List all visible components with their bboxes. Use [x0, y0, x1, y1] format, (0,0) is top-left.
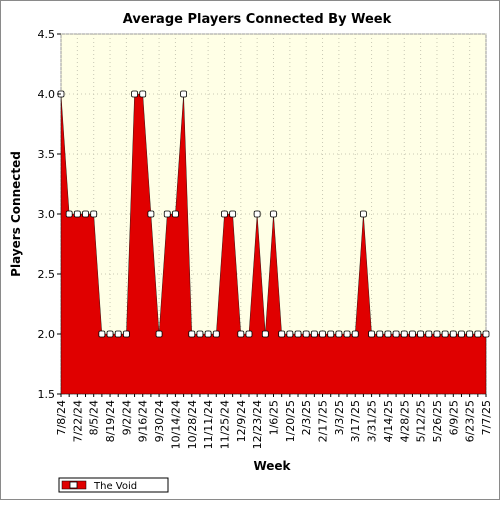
data-point: [172, 210, 179, 218]
y-axis-label: Players Connected: [9, 151, 23, 277]
y-tick-label: 3.5: [38, 148, 56, 161]
data-point: [441, 330, 449, 338]
x-ticks: 7/8/24 7/22/24 8/5/24 8/19/24 9/2/24 9/16/24 9…: [55, 394, 493, 449]
data-point: [417, 330, 425, 338]
x-tick-label: 7/8/24: [55, 400, 68, 435]
data-point: [286, 330, 294, 338]
data-point: [147, 210, 155, 218]
data-point: [433, 330, 441, 338]
data-point: [310, 330, 318, 338]
x-tick-label: 9/30/24: [153, 400, 166, 442]
x-tick-label: 4/28/25: [398, 400, 411, 442]
x-tick-label: 8/19/24: [104, 400, 117, 442]
data-point: [458, 330, 465, 338]
data-point: [122, 330, 130, 338]
data-point: [139, 90, 147, 98]
data-point: [400, 330, 408, 338]
x-axis-label: Week: [253, 459, 291, 473]
y-tick-label: 1.5: [38, 388, 56, 401]
data-point: [188, 330, 196, 338]
data-point: [73, 210, 81, 218]
data-point: [409, 330, 416, 338]
data-point: [245, 330, 253, 338]
x-tick-label: 2/3/25: [300, 400, 313, 435]
data-point: [294, 330, 302, 338]
data-point: [351, 330, 359, 338]
x-tick-label: 8/5/24: [88, 400, 101, 435]
legend-marker: [69, 481, 78, 489]
data-point: [482, 330, 490, 338]
data-point: [392, 330, 400, 338]
chart-title: Average Players Connected By Week: [123, 12, 392, 27]
x-tick-label: 3/3/25: [333, 400, 346, 435]
y-ticks: 1.5 2.0 2.5 3.0 3.5 4.0 4.5: [38, 28, 61, 401]
series-markers: [57, 90, 490, 338]
x-tick-label: 5/12/25: [415, 400, 428, 442]
data-point: [131, 90, 138, 98]
y-tick-label: 2.5: [38, 268, 56, 281]
data-point: [335, 330, 343, 338]
data-point: [384, 330, 392, 338]
x-tick-label: 1/20/25: [284, 400, 297, 442]
y-tick-label: 4.0: [38, 88, 56, 101]
data-point: [368, 330, 375, 338]
data-point: [360, 210, 367, 218]
data-point: [229, 210, 237, 218]
data-point: [106, 330, 114, 338]
data-point: [302, 330, 310, 338]
data-point: [449, 330, 457, 338]
data-point: [425, 330, 433, 338]
x-tick-label: 11/11/24: [202, 400, 215, 449]
data-point: [114, 330, 122, 338]
x-tick-label: 6/23/25: [464, 400, 477, 442]
data-point: [90, 210, 98, 218]
y-tick-label: 2.0: [38, 328, 56, 341]
data-point: [196, 330, 204, 338]
x-tick-label: 10/14/24: [169, 400, 182, 449]
data-point: [221, 210, 228, 218]
data-point: [278, 330, 286, 338]
data-point: [163, 210, 171, 218]
x-tick-label: 3/17/25: [349, 400, 362, 442]
legend: The Void: [58, 477, 169, 493]
data-point: [319, 330, 326, 338]
x-tick-label: 5/26/25: [431, 400, 444, 442]
x-tick-label: 2/17/25: [317, 400, 330, 442]
x-tick-label: 9/2/24: [120, 400, 133, 435]
data-point: [376, 330, 384, 338]
data-point: [466, 330, 474, 338]
x-tick-label: 10/28/24: [186, 400, 199, 449]
data-point: [261, 330, 269, 338]
x-tick-label: 6/9/25: [447, 400, 460, 435]
x-tick-label: 12/9/24: [235, 400, 248, 442]
x-tick-label: 1/6/25: [268, 400, 281, 435]
x-tick-label: 12/23/24: [251, 400, 264, 449]
data-point: [82, 210, 89, 218]
y-tick-label: 4.5: [38, 28, 56, 41]
data-point: [180, 90, 187, 98]
data-point: [155, 330, 163, 338]
legend-label: The Void: [93, 481, 137, 492]
data-point: [270, 210, 277, 218]
data-point: [65, 210, 73, 218]
x-tick-label: 7/7/25: [480, 400, 493, 435]
data-point: [237, 330, 245, 338]
data-point: [212, 330, 220, 338]
y-tick-label: 3.0: [38, 208, 56, 221]
data-point: [253, 210, 261, 218]
x-tick-label: 9/16/24: [137, 400, 150, 442]
data-point: [204, 330, 212, 338]
x-tick-label: 11/25/24: [218, 400, 231, 449]
data-point: [98, 330, 106, 338]
x-tick-label: 3/31/25: [366, 400, 379, 442]
data-point: [343, 330, 351, 338]
data-point: [327, 330, 335, 338]
data-point: [474, 330, 482, 338]
x-tick-label: 7/22/24: [71, 400, 84, 442]
x-tick-label: 4/14/25: [382, 400, 395, 442]
